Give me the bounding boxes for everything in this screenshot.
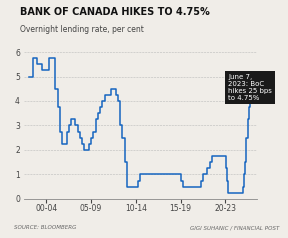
Text: Overnight lending rate, per cent: Overnight lending rate, per cent	[20, 25, 144, 34]
Text: June 7,
2023: BoC
hikes 25 bps
to 4.75%: June 7, 2023: BoC hikes 25 bps to 4.75%	[228, 74, 272, 101]
Text: SOURCE: BLOOMBERG: SOURCE: BLOOMBERG	[14, 225, 77, 230]
Text: BANK OF CANADA HIKES TO 4.75%: BANK OF CANADA HIKES TO 4.75%	[20, 7, 210, 17]
Text: GIGI SUHANIC / FINANCIAL POST: GIGI SUHANIC / FINANCIAL POST	[190, 225, 279, 230]
